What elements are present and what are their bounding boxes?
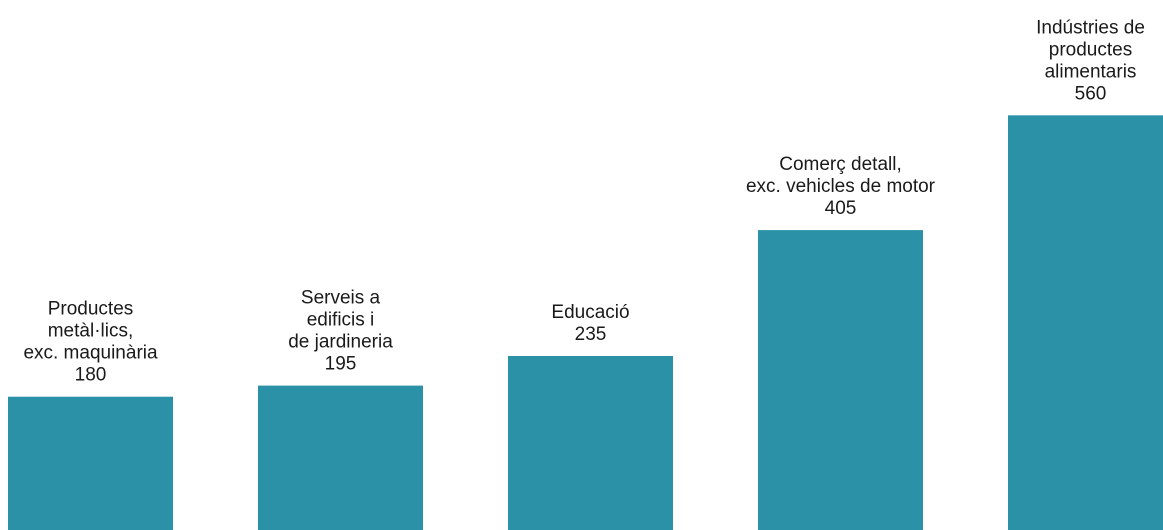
category-label-line: exc. maquinària (23, 343, 158, 364)
category-label-4: Comerç detall, exc. vehicles de motor (746, 154, 936, 197)
category-label-line: Comerç detall, (779, 154, 902, 175)
category-label-3: Educació (551, 302, 629, 323)
bar-3 (508, 355, 673, 530)
category-label-line: metàl·lics, (48, 321, 134, 342)
bar-4 (758, 230, 923, 530)
category-label-line: productes (1049, 39, 1132, 60)
category-label-2: Serveis a edificis i de jardineria (288, 288, 393, 353)
category-label-line: de jardineria (288, 332, 393, 353)
category-label-line: edificis i (307, 310, 375, 331)
category-label-line: Serveis a (301, 288, 381, 309)
bar-2 (258, 385, 423, 530)
value-label-4: 405 (825, 198, 857, 219)
category-label-line: Productes (48, 299, 134, 320)
category-label-line: exc. vehicles de motor (746, 176, 936, 197)
category-label-line: Educació (551, 302, 629, 323)
value-label-1: 180 (75, 365, 107, 386)
category-label-5: Indústries de productes alimentaris (1036, 17, 1145, 82)
category-label-1: Productes metàl·lics, exc. maquinària (23, 299, 158, 364)
category-label-line: alimentaris (1045, 61, 1137, 82)
bar-1 (8, 396, 173, 530)
bar-5 (1008, 115, 1163, 530)
category-label-line: Indústries de (1036, 17, 1145, 38)
value-label-3: 235 (575, 324, 607, 345)
value-label-2: 195 (325, 354, 357, 375)
value-label-5: 560 (1075, 83, 1107, 104)
bars-group (8, 115, 1163, 530)
